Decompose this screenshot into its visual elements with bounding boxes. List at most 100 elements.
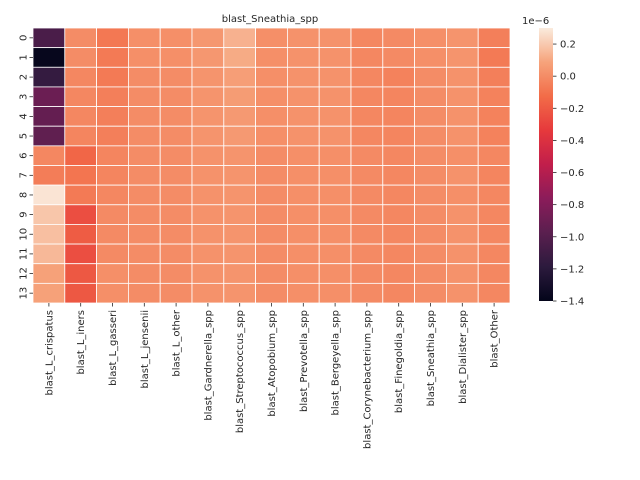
heatmap-cell [159,125,193,147]
heatmap-cell [64,243,98,265]
chart-title: blast_Sneathia_spp [222,14,318,25]
heatmap-cell [127,204,161,225]
heatmap-cell [96,282,129,304]
heatmap-cell [350,204,384,225]
colorbar-tick-label: −1.0 [560,232,584,243]
heatmap-cell [255,282,288,304]
heatmap-cell [350,263,384,284]
colorbar-tick-label: −1.2 [560,264,584,275]
colorbar-tick-label: 0.0 [560,72,576,83]
heatmap-cell [127,282,161,304]
colorbar-tick-label: −0.4 [560,136,584,147]
heatmap-cell [127,86,161,107]
y-tick-label: 2 [19,74,30,80]
heatmap-cell [382,204,415,225]
heatmap-cell [127,184,161,206]
heatmap-cell [64,263,98,284]
heatmap-cell [318,282,352,304]
heatmap-cell [477,184,511,206]
heatmap-cell [318,204,352,225]
heatmap-cell [255,165,288,186]
heatmap-cell [477,106,511,127]
heatmap-cell [159,106,193,127]
y-tick-label: 10 [19,228,30,241]
heatmap-cell [445,106,479,127]
heatmap-cell [223,184,257,206]
x-tick-label: blast_Dialister_spp [458,310,469,404]
y-tick-label: 1 [19,54,30,60]
heatmap-cell [255,47,288,68]
heatmap-cell [382,66,415,88]
heatmap-cell [382,47,415,68]
heatmap-cell [445,263,479,284]
heatmap-cell [191,125,225,147]
heatmap-cell [286,282,320,304]
y-tick-label: 3 [19,94,30,100]
heatmap-cell [286,27,320,49]
heatmap-cell [127,263,161,284]
heatmap-cell [32,224,66,245]
heatmap-cell [223,165,257,186]
heatmap-cell [191,145,225,166]
colorbar-tick-label: 0.2 [560,40,576,51]
heatmap-cell [191,204,225,225]
heatmap-cell [255,204,288,225]
heatmap-cell [286,263,320,284]
heatmap-cell [32,282,66,304]
heatmap-cell [159,224,193,245]
heatmap-cell [382,125,415,147]
heatmap-cell [445,204,479,225]
x-tick-label: blast_L_iners [76,310,87,375]
heatmap-cell [191,27,225,49]
heatmap-cell [96,106,129,127]
heatmap-cell [255,106,288,127]
colorbar-gradient [539,28,553,301]
colorbar-tick-label: −0.2 [560,104,584,115]
heatmap-cell [32,47,66,68]
heatmap-cell [445,165,479,186]
heatmap-cell [286,184,320,206]
heatmap-cell [318,184,352,206]
heatmap-cell [286,66,320,88]
heatmap-cell [445,282,479,304]
heatmap-cell [32,86,66,107]
x-tick-label: blast_Sneathia_spp [426,310,437,406]
heatmap-cell [223,106,257,127]
heatmap-cell [286,145,320,166]
heatmap-cell [127,243,161,265]
heatmap-cell [350,106,384,127]
heatmap-cell [350,125,384,147]
x-tick-label: blast_Streptococcus_spp [235,310,246,433]
heatmap-cell [382,145,415,166]
heatmap-cell [286,243,320,265]
heatmap-cell [318,263,352,284]
heatmap-cell [96,66,129,88]
heatmap-cell [191,224,225,245]
colorbar-tick-label: −1.4 [560,297,584,308]
heatmap-cell [223,86,257,107]
heatmap-cell [286,125,320,147]
heatmap-cell [382,165,415,186]
y-tick-label: 11 [19,248,30,261]
colorbar-offset-label: 1e−6 [522,16,549,27]
heatmap-cell [318,86,352,107]
x-tick-label: blast_Other [490,309,501,368]
heatmap-cell [64,66,98,88]
heatmap-cell [255,224,288,245]
heatmap-cell [318,243,352,265]
heatmap-cell [64,184,98,206]
heatmap-cell [286,224,320,245]
heatmap-cell [127,106,161,127]
heatmap-cell [414,224,447,245]
heatmap-cell [191,243,225,265]
heatmap-cell [191,184,225,206]
heatmap-cell [64,125,98,147]
heatmap-cell [350,27,384,49]
heatmap-cell [191,263,225,284]
heatmap-cell [350,224,384,245]
heatmap-cell [64,145,98,166]
heatmap-cell [159,86,193,107]
heatmap-cell [318,27,352,49]
heatmap-cell [286,86,320,107]
heatmap-cell [477,47,511,68]
